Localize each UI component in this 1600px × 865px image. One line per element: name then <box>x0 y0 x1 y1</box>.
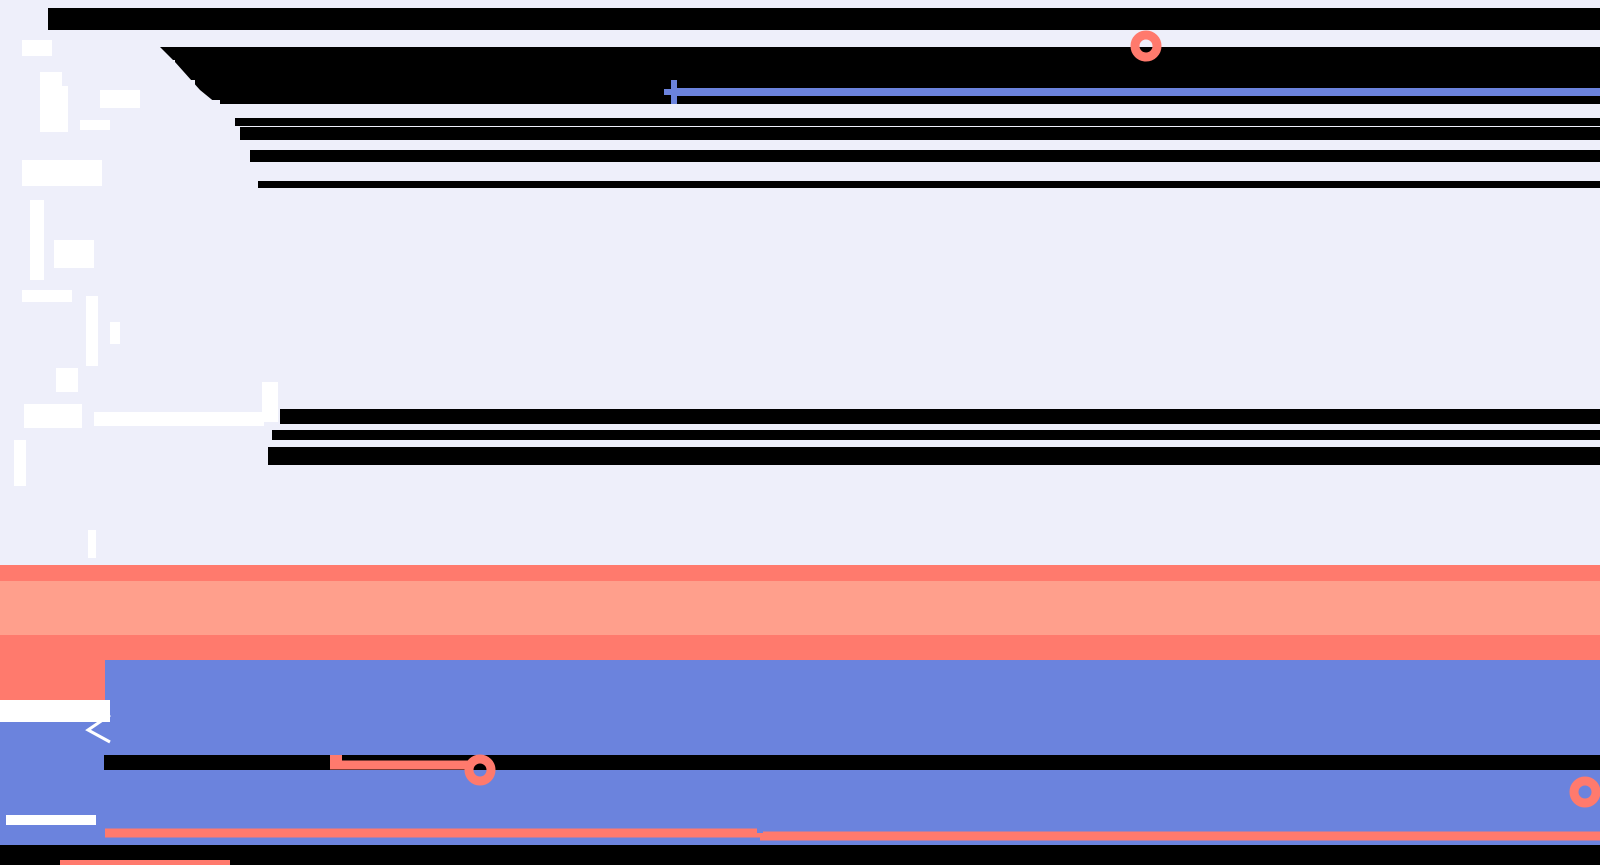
left-sliver-16 <box>262 382 278 422</box>
left-chevron <box>85 713 111 744</box>
left-sliver-15 <box>110 322 120 344</box>
left-sliver-10 <box>56 368 78 392</box>
left-sliver-0 <box>22 40 52 56</box>
left-step-11 <box>0 447 268 465</box>
area-band-2-1 <box>0 635 1600 660</box>
area-band-0-3 <box>0 126 1600 127</box>
area-band-0-4 <box>0 140 1600 150</box>
area-band-0-9 <box>0 465 1600 565</box>
area-band-0-1 <box>0 30 1600 47</box>
left-white-bar <box>6 815 96 825</box>
line-cap <box>330 755 342 769</box>
left-sliver-8 <box>22 290 72 302</box>
left-edge-cluster <box>0 8 1600 865</box>
left-sliver-3 <box>100 90 140 108</box>
left-step-10 <box>0 430 272 447</box>
left-sliver-11 <box>24 404 82 428</box>
plus-marker-3 <box>750 809 770 833</box>
left-step-5 <box>0 118 235 127</box>
left-sliver-14 <box>88 530 96 558</box>
ring-marker-0 <box>1130 30 1162 62</box>
left-sliver-5 <box>22 160 102 186</box>
left-white-piece <box>0 700 110 722</box>
plus-marker-1 <box>664 80 684 104</box>
left-sliver-4 <box>80 120 110 130</box>
area-band-0-6 <box>0 188 1600 409</box>
left-step-6 <box>0 127 240 150</box>
area-band-0-7 <box>0 424 1600 430</box>
left-sliver-9 <box>86 296 98 366</box>
area-band-0-5 <box>0 162 1600 181</box>
ring-marker-2 <box>464 754 496 786</box>
area-band-0-2 <box>0 104 1600 118</box>
left-salmon-piece <box>0 660 105 700</box>
left-sliver-2 <box>58 86 68 132</box>
left-sliver-12 <box>94 412 264 426</box>
area-band-2-0 <box>0 565 1600 581</box>
left-sliver-7 <box>54 240 94 268</box>
bottom-edge <box>0 845 1600 865</box>
left-blue-piece <box>0 722 104 810</box>
series-lines <box>105 88 1600 841</box>
left-sliver-13 <box>14 440 26 486</box>
bottom-salmon-tick <box>60 860 230 865</box>
area-band-3-0 <box>0 660 1600 755</box>
left-sliver-1 <box>40 72 62 132</box>
area-band-0-0 <box>0 0 1600 8</box>
area-bands <box>0 0 1600 845</box>
area-band-0-8 <box>0 440 1600 447</box>
series-markers <box>464 30 1600 833</box>
left-sliver-6 <box>30 200 44 280</box>
area-band-3-1 <box>0 770 1600 808</box>
ring-marker-4 <box>1569 776 1600 808</box>
